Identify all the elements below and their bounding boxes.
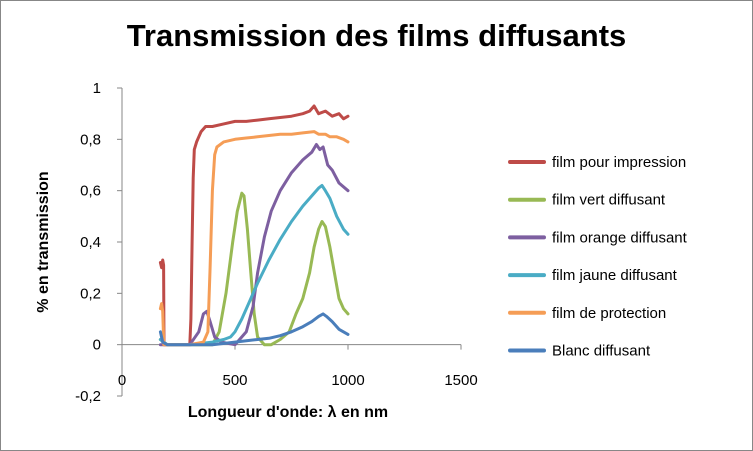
legend-label: film orange diffusant [552, 229, 688, 246]
legend: film pour impression film vert diffusant f… [508, 154, 688, 360]
y-tick-label: 0,4 [80, 234, 101, 251]
ticks: -0,2 0 0,2 0,4 0,6 0,8 1 0 500 1000 1500 [75, 80, 478, 405]
legend-label: film vert diffusant [552, 192, 666, 209]
legend-label: film jaune diffusant [552, 267, 678, 284]
y-tick-label: 0 [93, 337, 101, 354]
series-lines [158, 104, 350, 347]
series-line-6 [158, 312, 350, 347]
x-tick-label: 1500 [444, 372, 477, 389]
legend-label: film pour impression [552, 154, 686, 171]
y-tick-label: -0,2 [75, 388, 101, 405]
series-line-2 [158, 191, 350, 347]
series-line-4 [158, 184, 350, 347]
y-tick-label: 0,2 [80, 285, 101, 302]
x-axis-title: Longueur d'onde: λ en nm [188, 404, 388, 421]
x-tick-label: 500 [222, 372, 247, 389]
legend-label: film de protection [552, 305, 666, 322]
y-tick-label: 0,6 [80, 183, 101, 200]
x-tick-label: 0 [118, 372, 126, 389]
y-tick-label: 1 [93, 80, 101, 97]
chart-title: Transmission des films diffusants [126, 18, 627, 53]
series-line-3 [158, 143, 350, 347]
x-tick-label: 1000 [331, 372, 364, 389]
legend-label: Blanc diffusant [552, 343, 651, 360]
y-axis-title: % en transmission [35, 171, 52, 312]
y-tick-label: 0,8 [80, 131, 101, 148]
